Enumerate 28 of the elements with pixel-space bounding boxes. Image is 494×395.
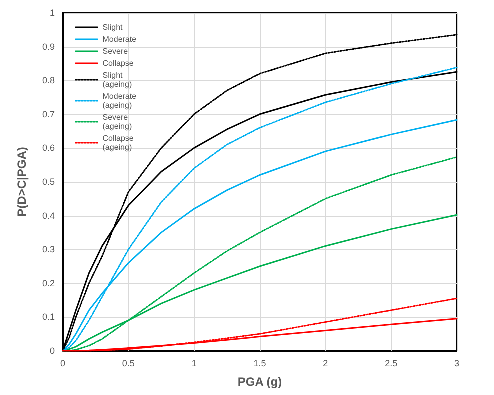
legend-label: Severe (ageing) [102, 113, 132, 131]
y-tick-label: 1 [50, 8, 55, 18]
y-tick-label: 0.7 [42, 109, 55, 120]
legend-label: Collapse [102, 59, 134, 68]
y-tick-label: 0.9 [42, 42, 55, 52]
legend-label: Severe [102, 47, 129, 56]
x-axis-title: PGA (g) [238, 375, 282, 389]
x-tick-label: 3 [454, 358, 460, 368]
x-tick-label: 0.5 [122, 358, 135, 368]
y-tick-label: 0.6 [42, 143, 55, 154]
x-tick-label: 0 [60, 358, 66, 368]
legend-label: Slight (ageing) [102, 71, 132, 89]
legend-label: Collapse (ageing) [102, 134, 134, 152]
legend-label: Slight [102, 23, 124, 32]
y-tick-label: 0.2 [42, 278, 55, 288]
legend-label: Moderate [102, 35, 138, 44]
y-tick-label: 0.4 [42, 210, 55, 221]
legend-label: Moderate (ageing) [102, 92, 138, 110]
x-tick-label: 2 [323, 358, 328, 368]
y-tick-label: 0.5 [42, 177, 55, 187]
y-tick-label: 0.3 [42, 244, 55, 255]
x-tick-label: 2.5 [385, 358, 398, 368]
x-tick-label: 1 [192, 358, 197, 368]
x-tick-label: 1.5 [254, 358, 266, 368]
y-axis-title: P(D>C|PGA) [15, 147, 29, 217]
y-tick-label: 0.8 [42, 76, 55, 86]
y-tick-label: 0.1 [42, 312, 55, 322]
y-tick-label: 0 [50, 346, 55, 356]
